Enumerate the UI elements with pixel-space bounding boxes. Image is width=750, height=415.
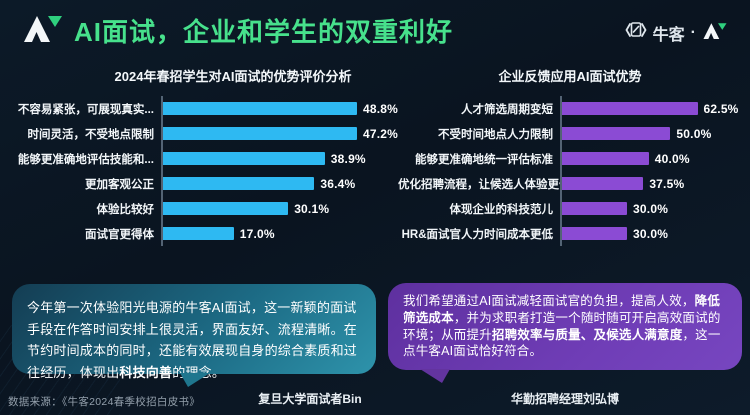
chart-rows: 不容易紧张，可展现真实... 48.8% 时间灵活，不受地点限制 47.2% 能够更准确… <box>12 96 398 246</box>
chart-title: 企业反馈应用AI面试优势 <box>498 69 642 84</box>
bar-value: 30.1% <box>294 201 330 216</box>
bar <box>562 102 698 115</box>
quote-segment: ，并为求职者打造一个随时随可开启高效面试的环境；从而提升 <box>403 310 721 342</box>
chart-row: 体验比较好 30.1% <box>12 196 398 221</box>
nowcoder-logo-icon <box>22 14 64 47</box>
bar <box>562 152 649 165</box>
bar-value: 38.9% <box>330 151 366 166</box>
bar-track: 48.8% <box>161 96 398 121</box>
quote-segment: 我们希望通过AI面试减轻面试官的负担，提高人效， <box>403 294 695 308</box>
company-quote-attribution: 华勤招聘经理刘弘博 <box>510 392 619 406</box>
bar-label: 更加客观公正 <box>85 178 154 191</box>
bar-label: 优化招聘流程，让候选人体验更佳 <box>398 178 560 191</box>
bar <box>562 227 628 240</box>
bar-label: 面试官更得体 <box>85 228 154 241</box>
quote-text: 我们希望通过AI面试减轻面试官的负担，提高人效，降低筛选成本，并为求职者打造一个… <box>403 293 727 360</box>
bar-value: 47.2% <box>362 126 398 141</box>
bar-track: 62.5% <box>560 96 742 121</box>
chart-rows: 人才筛选周期变短 62.5% 不受时间地点人力限制 50.0% 能够更准确地统一评估标准… <box>398 96 742 246</box>
bar-label: 能够更准确地评估技能和... <box>17 153 154 166</box>
brand-name: 牛客 <box>652 26 685 44</box>
bar-track: 17.0% <box>161 221 398 246</box>
quote-segment: ，这一点牛客AI面试恰好符合。 <box>403 327 721 359</box>
chart-row: 时间灵活，不受地点限制 47.2% <box>12 121 398 146</box>
brand-separator: · <box>690 23 696 41</box>
bar-label: 不容易紧张，可展现真实... <box>17 103 154 116</box>
bar-value: 30.0% <box>633 201 669 216</box>
code-window-icon <box>625 20 647 45</box>
bar-label: HR&面试官人力时间成本更低 <box>401 228 553 241</box>
bar <box>562 127 671 140</box>
chart-row: 不容易紧张，可展现真实... 48.8% <box>12 96 398 121</box>
bar-label: 人才筛选周期变短 <box>461 103 553 116</box>
bar-label: 时间灵活，不受地点限制 <box>27 128 155 141</box>
chart-row: 优化招聘流程，让候选人体验更佳 37.5% <box>398 171 742 196</box>
bar <box>562 202 628 215</box>
quote-emphasis: 降低筛选成本 <box>403 294 721 325</box>
bar <box>163 177 315 190</box>
quote-emphasis: 科技向善 <box>119 364 173 380</box>
chart-row: HR&面试官人力时间成本更低 30.0% <box>398 221 742 246</box>
bar <box>163 152 325 165</box>
brand-lockup: 牛客 · <box>625 20 728 45</box>
bar-track: 30.0% <box>560 221 742 246</box>
bar-label: 体现企业的科技范儿 <box>449 203 554 216</box>
chart-row: 体现企业的科技范儿 30.0% <box>398 196 742 221</box>
chart-title: 2024年春招学生对AI面试的优势评价分析 <box>114 69 352 84</box>
student-quote-attribution: 复旦大学面试者Bin <box>258 392 362 406</box>
bar-value: 48.8% <box>362 101 398 116</box>
header: AI面试，企业和学生的双重利好 <box>22 12 453 49</box>
bar-value: 62.5% <box>703 101 739 116</box>
chart-row: 能够更准确地统一评估标准 40.0% <box>398 146 742 171</box>
page-title: AI面试，企业和学生的双重利好 <box>74 17 454 47</box>
bar <box>163 202 289 215</box>
company-chart-panel: 企业反馈应用AI面试优势 人才筛选周期变短 62.5% 不受时间地点人力限制 50.0… <box>398 62 742 246</box>
bar-track: 36.4% <box>161 171 398 196</box>
bar-track: 37.5% <box>560 171 742 196</box>
chart-row: 面试官更得体 17.0% <box>12 221 398 246</box>
bar-label: 体验比较好 <box>96 203 155 216</box>
bar-track: 30.1% <box>161 196 398 221</box>
bar <box>562 177 644 190</box>
data-source-note: 数据来源：《牛客2024春季校招白皮书》 <box>8 396 201 408</box>
bar <box>163 227 234 240</box>
bar <box>163 102 357 115</box>
bar-track: 38.9% <box>161 146 398 171</box>
bar-value: 37.5% <box>649 176 685 191</box>
nowcoder-mini-logo-icon <box>702 22 728 44</box>
bar-label: 能够更准确地统一评估标准 <box>415 153 553 166</box>
student-quote-bubble: 今年第一次体验阳光电源的牛客AI面试，这一新颖的面试手段在作答时间安排上很灵活，… <box>12 284 376 387</box>
chart-row: 不受时间地点人力限制 50.0% <box>398 121 742 146</box>
bar-value: 36.4% <box>320 176 356 191</box>
student-chart-panel: 2024年春招学生对AI面试的优势评价分析 不容易紧张，可展现真实... 48.8… <box>12 62 398 246</box>
bar-label: 不受时间地点人力限制 <box>438 128 553 141</box>
quote-segment: 今年第一次体验阳光电源的牛客AI面试，这一新颖的面试手段在作答时间安排上很灵活，… <box>27 300 358 380</box>
bar-track: 40.0% <box>560 146 742 171</box>
quote-segment: 的理念。 <box>172 364 226 380</box>
bar-value: 40.0% <box>654 151 690 166</box>
chart-row: 更加客观公正 36.4% <box>12 171 398 196</box>
chart-row: 人才筛选周期变短 62.5% <box>398 96 742 121</box>
bar-track: 30.0% <box>560 196 742 221</box>
bar-value: 30.0% <box>633 226 669 241</box>
bar-track: 50.0% <box>560 121 742 146</box>
bar-value: 17.0% <box>239 226 275 241</box>
bar-value: 50.0% <box>676 126 712 141</box>
chart-row: 能够更准确地评估技能和... 38.9% <box>12 146 398 171</box>
quote-emphasis: 招聘效率与质量、及候选人满意度 <box>491 327 683 342</box>
charts-area: 2024年春招学生对AI面试的优势评价分析 不容易紧张，可展现真实... 48.8… <box>0 62 750 246</box>
company-quote-bubble: 我们希望通过AI面试减轻面试官的负担，提高人效，降低筛选成本，并为求职者打造一个… <box>388 283 742 383</box>
quote-text: 今年第一次体验阳光电源的牛客AI面试，这一新颖的面试手段在作答时间安排上很灵活，… <box>27 297 361 383</box>
bar <box>163 127 357 140</box>
bar-track: 47.2% <box>161 121 398 146</box>
